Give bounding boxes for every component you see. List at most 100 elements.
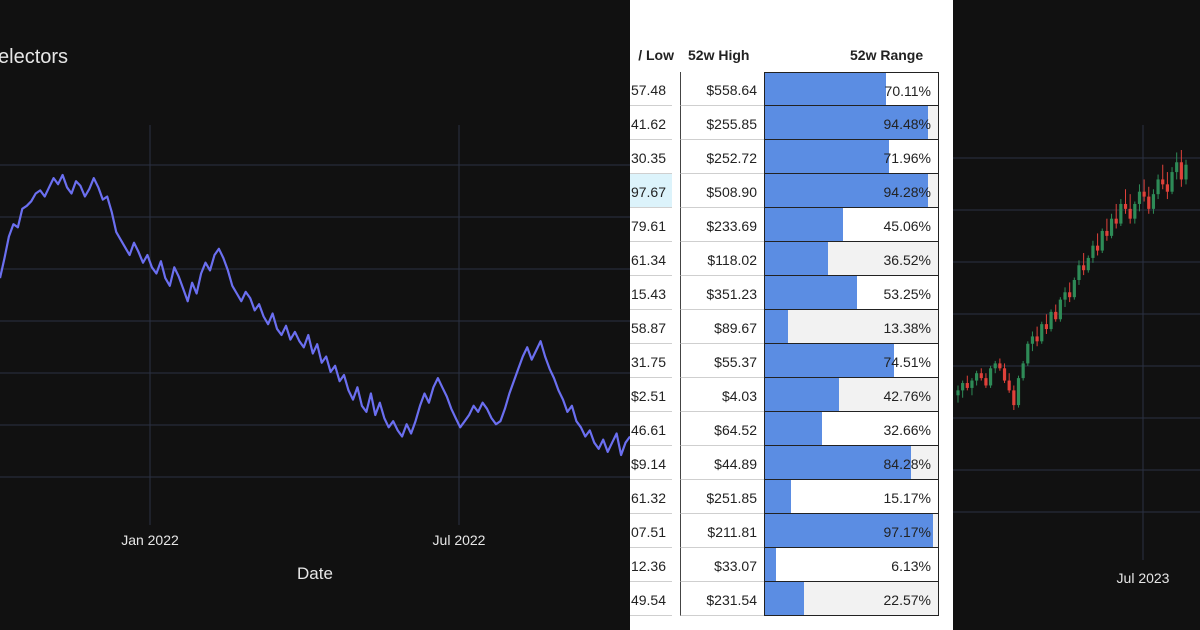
range-bar xyxy=(765,378,839,411)
low-cell: 31.75 xyxy=(630,344,672,378)
price-range-table: / Low 52w High 52w Range 57.48 $558.64 70.… xyxy=(630,0,953,630)
low-cell: $2.51 xyxy=(630,378,672,412)
candle-body xyxy=(1142,191,1146,197)
range-cell: 32.66% xyxy=(764,412,939,446)
table-row: 12.36 $33.07 6.13% xyxy=(630,548,953,582)
high-cell: $558.64 xyxy=(680,72,764,106)
candle-body xyxy=(1133,203,1137,219)
table-row: 15.43 $351.23 53.25% xyxy=(630,276,953,310)
table-row: 61.32 $251.85 15.17% xyxy=(630,480,953,514)
candle-body xyxy=(993,363,997,369)
table-row: 58.87 $89.67 13.38% xyxy=(630,310,953,344)
range-cell: 84.28% xyxy=(764,446,939,480)
range-percent-label: 6.13% xyxy=(891,558,931,574)
candle-body xyxy=(1175,162,1179,173)
range-bar xyxy=(765,446,911,479)
table-row: 79.61 $233.69 45.06% xyxy=(630,208,953,242)
candle-body xyxy=(1002,368,1007,381)
range-bar xyxy=(765,276,858,309)
high-cell: $4.03 xyxy=(680,378,764,412)
candle-body xyxy=(1007,380,1011,391)
low-cell: 58.87 xyxy=(630,310,672,344)
candle-body xyxy=(1184,164,1188,180)
candle-body xyxy=(1049,311,1053,330)
range-cell: 42.76% xyxy=(764,378,939,412)
low-cell: 12.36 xyxy=(630,548,672,582)
range-cell: 36.52% xyxy=(764,242,939,276)
range-percent-label: 74.51% xyxy=(883,354,931,370)
range-cell: 71.96% xyxy=(764,140,939,174)
low-cell: 79.61 xyxy=(630,208,672,242)
candle-body xyxy=(1063,292,1067,300)
candle-body xyxy=(965,383,969,388)
range-bar xyxy=(765,310,789,343)
candle-body xyxy=(1035,336,1039,342)
range-cell: 97.17% xyxy=(764,514,939,548)
line-chart: electors Jan 2022 Jul 2022 Date xyxy=(0,46,630,583)
high-cell: $64.52 xyxy=(680,412,764,446)
candle-body xyxy=(1179,162,1183,180)
candle-body xyxy=(988,368,993,386)
range-bar xyxy=(765,174,929,207)
range-percent-label: 15.17% xyxy=(883,490,931,506)
candle-body xyxy=(1161,179,1165,185)
range-percent-label: 70.11% xyxy=(884,83,931,99)
range-percent-label: 94.28% xyxy=(883,184,931,200)
range-cell: 6.13% xyxy=(764,548,939,582)
candle-body xyxy=(1137,191,1142,204)
range-cell: 15.17% xyxy=(764,480,939,514)
low-cell: 15.43 xyxy=(630,276,672,310)
range-bar xyxy=(765,582,805,615)
range-cell: 45.06% xyxy=(764,208,939,242)
range-bar xyxy=(765,106,929,139)
high-cell: $251.85 xyxy=(680,480,764,514)
candle-body xyxy=(1044,324,1049,330)
candle-body xyxy=(1086,257,1090,271)
candle-body xyxy=(1128,208,1132,219)
range-percent-label: 13.38% xyxy=(883,320,931,336)
range-bar xyxy=(765,412,822,445)
candle-body xyxy=(1072,280,1076,298)
high-cell: $508.90 xyxy=(680,174,764,208)
range-percent-label: 97.17% xyxy=(883,524,931,540)
candle-body xyxy=(1082,265,1086,271)
table-row: 61.34 $118.02 36.52% xyxy=(630,242,953,276)
range-percent-label: 42.76% xyxy=(883,388,931,404)
candle-body xyxy=(1091,245,1095,258)
range-percent-label: 22.57% xyxy=(883,592,931,608)
candle-body xyxy=(1040,324,1044,342)
candle-body xyxy=(1016,378,1021,406)
candle-body xyxy=(1165,184,1169,192)
right-chart-grid xyxy=(953,125,1200,560)
table-row: 49.54 $231.54 22.57% xyxy=(630,582,953,616)
price-line-series xyxy=(0,173,630,457)
left-chart-panel: electors Jan 2022 Jul 2022 Date xyxy=(0,46,630,583)
low-cell: 57.48 xyxy=(630,72,672,106)
table-row: 41.62 $255.85 94.48% xyxy=(630,106,953,140)
right-chart-panel: Jul 2023 xyxy=(953,0,1200,630)
candle-body xyxy=(998,363,1002,369)
candle-body xyxy=(1021,363,1025,379)
range-bar xyxy=(765,242,829,275)
range-cell: 94.28% xyxy=(764,174,939,208)
header-52w-range: 52w Range xyxy=(850,47,924,63)
candle-body xyxy=(1068,292,1072,298)
range-percent-label: 84.28% xyxy=(883,456,931,472)
table-row: 97.67 $508.90 94.28% xyxy=(630,174,953,208)
candle-body xyxy=(1030,336,1035,344)
candle-body xyxy=(1026,343,1030,364)
range-percent-label: 32.66% xyxy=(883,422,931,438)
range-bar xyxy=(765,140,890,173)
low-cell: 61.32 xyxy=(630,480,672,514)
range-percent-label: 53.25% xyxy=(883,286,931,302)
low-cell: 49.54 xyxy=(630,582,672,616)
high-cell: $118.02 xyxy=(680,242,764,276)
range-percent-label: 36.52% xyxy=(883,252,931,268)
table-row: 30.35 $252.72 71.96% xyxy=(630,140,953,174)
candle-body xyxy=(1058,299,1062,320)
high-cell: $211.81 xyxy=(680,514,764,548)
range-bar xyxy=(765,548,776,581)
high-cell: $252.72 xyxy=(680,140,764,174)
range-percent-label: 94.48% xyxy=(883,116,931,132)
table-row: 57.48 $558.64 70.11% xyxy=(630,72,953,106)
